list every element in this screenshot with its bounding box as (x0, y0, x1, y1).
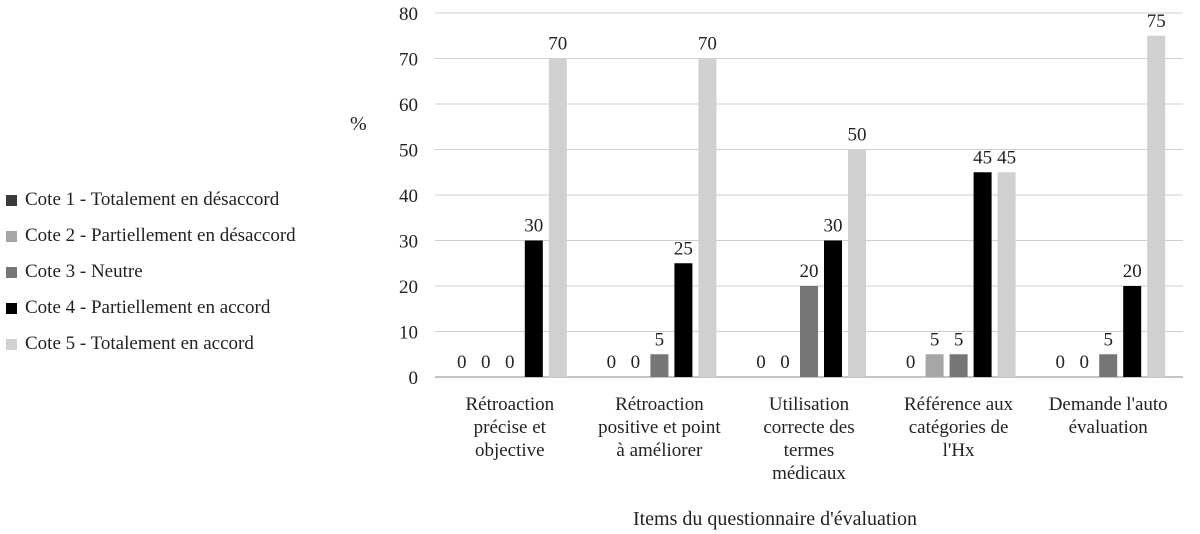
data-label: 0 (481, 352, 491, 373)
data-label: 45 (997, 147, 1016, 168)
bar (949, 354, 968, 377)
data-label: 0 (631, 352, 641, 373)
y-axis-label: % (350, 113, 367, 135)
y-tick-label: 0 (409, 368, 419, 389)
data-label: 0 (505, 352, 515, 373)
legend-label: Cote 3 - Neutre (25, 261, 143, 282)
data-label: 5 (954, 329, 964, 350)
legend-swatch (6, 302, 17, 314)
data-label: 0 (457, 352, 467, 373)
bar (973, 172, 992, 377)
legend-swatch (6, 194, 17, 206)
x-tick-label: à améliorer (616, 440, 703, 461)
bar (650, 354, 669, 377)
data-label: 0 (756, 352, 766, 373)
data-label: 25 (674, 238, 693, 259)
x-tick-label: Utilisation (769, 394, 850, 415)
data-label: 5 (930, 329, 940, 350)
legend-swatch (6, 338, 17, 350)
data-label: 5 (655, 329, 665, 350)
bar (800, 286, 818, 377)
y-tick-label: 50 (399, 141, 418, 162)
legend-label: Cote 2 - Partiellement en désaccord (25, 225, 296, 246)
y-tick-label: 10 (399, 323, 418, 344)
bar (1123, 286, 1142, 377)
data-label: 0 (1055, 352, 1065, 373)
bars (524, 35, 1166, 377)
bar (524, 240, 543, 377)
legend-item: Cote 5 - Totalement en accord (6, 326, 296, 362)
data-label: 0 (607, 352, 617, 373)
data-label: 20 (1123, 261, 1142, 282)
y-tick-label: 70 (399, 50, 418, 71)
x-tick-label: catégories de (909, 417, 1009, 438)
legend-label: Cote 5 - Totalement en accord (25, 333, 254, 354)
x-tick-label: Demande l'auto (1049, 394, 1168, 415)
x-tick-label: médicaux (772, 463, 846, 484)
data-label: 0 (780, 352, 790, 373)
x-tick-label: Rétroaction (465, 394, 554, 415)
bar (674, 263, 693, 377)
x-tick-label: précise et (474, 417, 547, 438)
data-label: 50 (848, 125, 867, 146)
legend-item: Cote 4 - Partiellement en accord (6, 290, 296, 326)
data-label: 45 (973, 147, 992, 168)
y-tick-label: 20 (399, 277, 418, 298)
data-label: 20 (800, 261, 819, 282)
legend-item: Cote 3 - Neutre (6, 254, 296, 290)
data-label: 5 (1103, 329, 1113, 350)
bar (997, 172, 1016, 377)
bar (1099, 354, 1118, 377)
legend-label: Cote 1 - Totalement en désaccord (25, 189, 280, 210)
data-label: 30 (824, 216, 843, 237)
legend-swatch (6, 266, 17, 278)
y-tick-label: 80 (399, 4, 418, 25)
legend-item: Cote 1 - Totalement en désaccord (6, 182, 296, 218)
bar (848, 149, 866, 377)
x-tick-label: correcte des (763, 417, 854, 438)
bar (925, 354, 944, 377)
legend-swatch (6, 230, 17, 242)
data-label: 70 (548, 34, 567, 55)
x-tick-label: Référence aux (904, 394, 1014, 415)
legend-label: Cote 4 - Partiellement en accord (25, 297, 271, 318)
x-tick-label: évaluation (1069, 417, 1149, 438)
y-tick-label: 40 (399, 186, 418, 207)
x-axis-label: Items du questionnaire d'évaluation (632, 508, 918, 530)
x-tick-label: l'Hx (943, 440, 975, 461)
y-tick-label: 30 (399, 232, 418, 253)
bar (698, 58, 717, 377)
y-axis-ticks: 0 10 20 30 40 50 60 70 80 (399, 4, 418, 389)
x-tick-label: Rétroaction (615, 394, 704, 415)
bar (824, 240, 842, 377)
y-tick-label: 60 (399, 95, 418, 116)
data-label: 30 (524, 216, 543, 237)
bar (1147, 35, 1166, 377)
data-label: 0 (1079, 352, 1089, 373)
legend-item: Cote 2 - Partiellement en désaccord (6, 218, 296, 254)
data-label: 70 (698, 34, 717, 55)
x-tick-label: positive et point (598, 417, 721, 438)
data-label: 0 (906, 352, 916, 373)
bar (548, 58, 567, 377)
legend: Cote 1 - Totalement en désaccord Cote 2 -… (6, 182, 296, 362)
x-tick-label: objective (475, 440, 545, 461)
data-label: 75 (1147, 11, 1166, 32)
x-tick-label: termes (784, 440, 835, 461)
